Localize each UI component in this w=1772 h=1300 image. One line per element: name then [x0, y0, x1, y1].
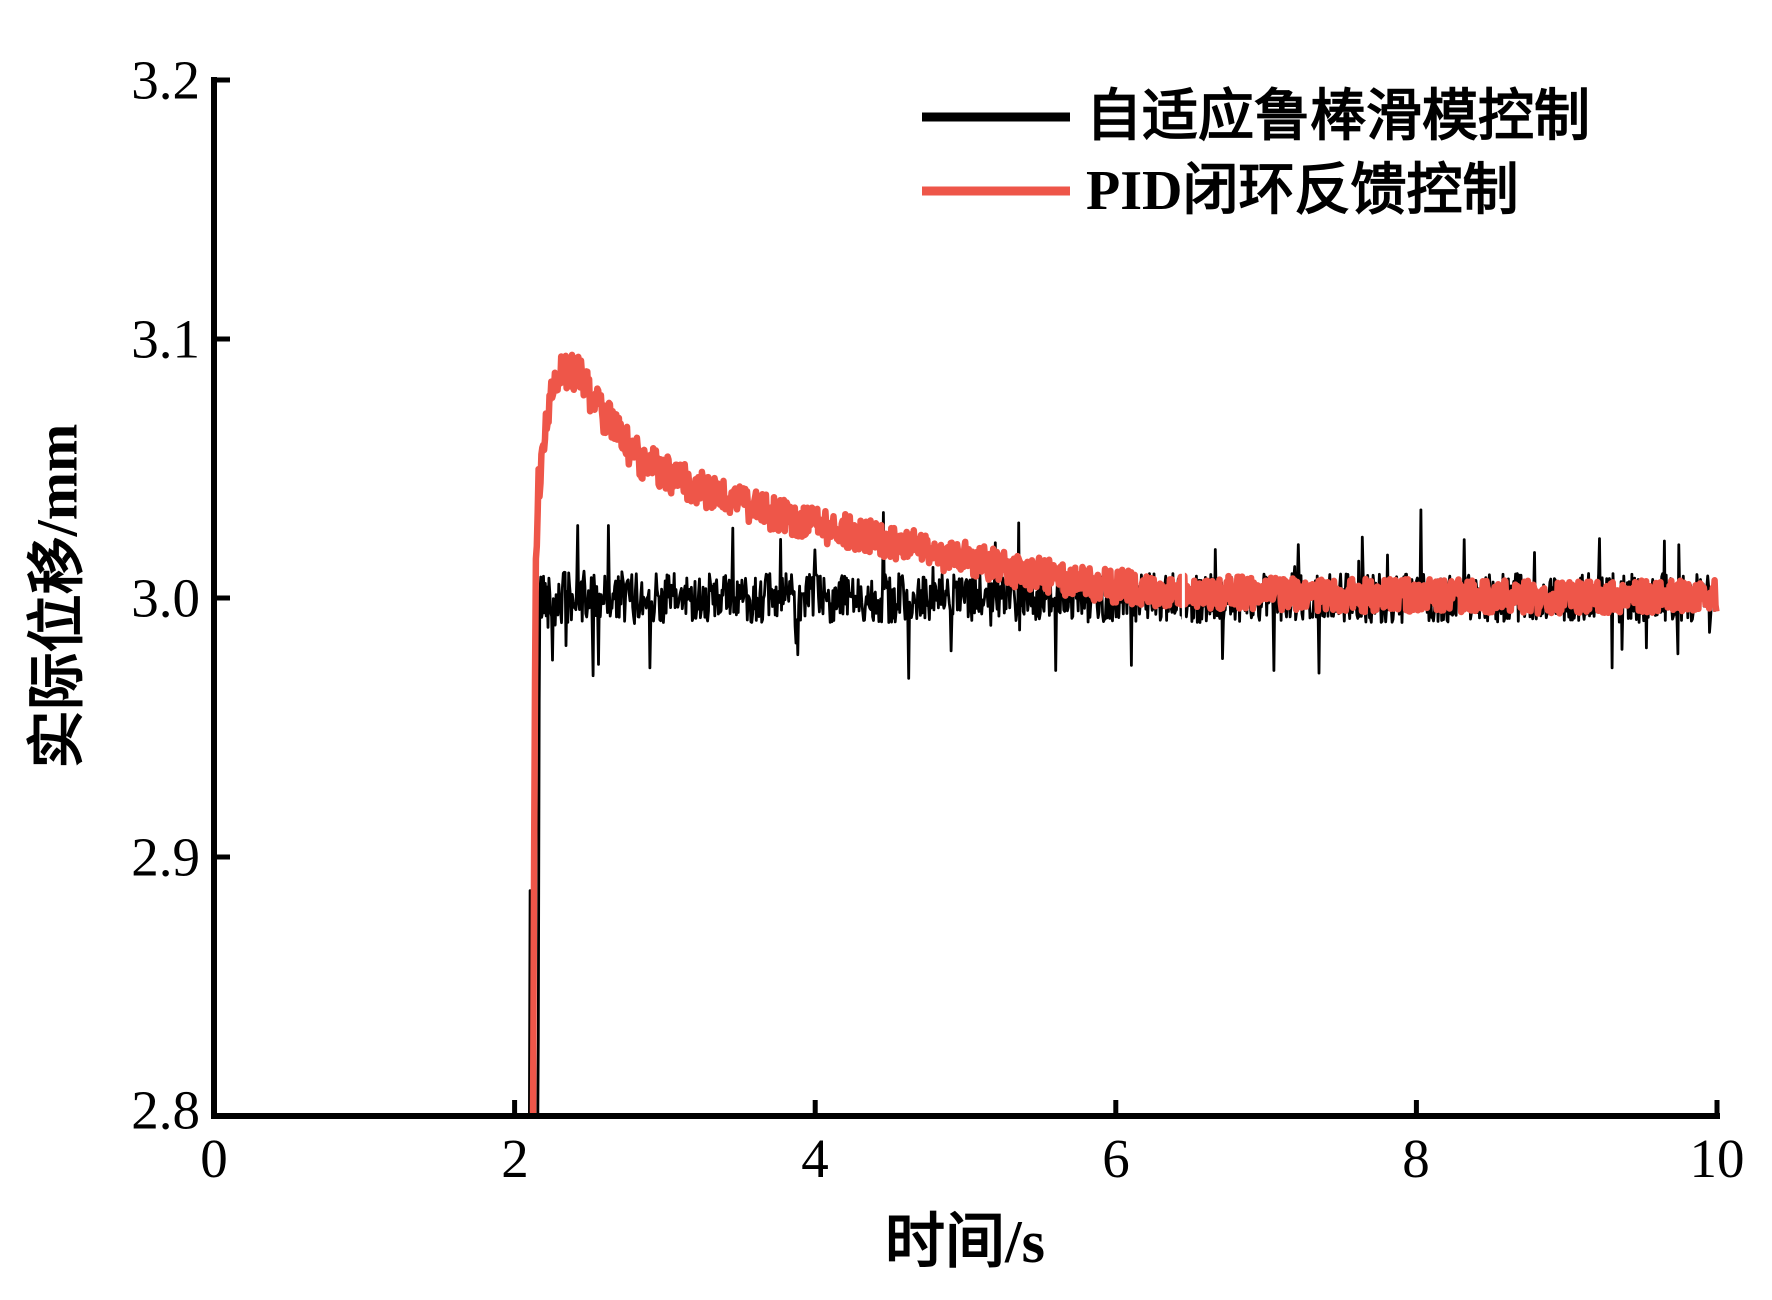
x-tick-label: 0 — [200, 1128, 228, 1189]
y-tick-label: 3.0 — [131, 568, 200, 629]
x-tick-label: 8 — [1402, 1128, 1430, 1189]
y-tick-label: 3.1 — [131, 309, 200, 370]
y-axis-title: 实际位移/mm — [25, 424, 90, 769]
artifact-layer — [1181, 551, 1185, 637]
y-tick-label: 2.8 — [131, 1080, 200, 1141]
legend-label-smc: 自适应鲁棒滑模控制 — [1086, 86, 1590, 148]
x-tick-label: 4 — [801, 1128, 829, 1189]
x-tick-label: 2 — [501, 1128, 529, 1189]
y-tick-label: 3.2 — [131, 50, 200, 111]
legend-label-pid: PID闭环反馈控制 — [1086, 160, 1518, 222]
axis-layer — [211, 77, 1720, 1119]
x-axis-title: 时间/s — [885, 1209, 1045, 1275]
legend: 自适应鲁棒滑模控制 PID闭环反馈控制 — [922, 86, 1590, 222]
x-tick-label: 6 — [1102, 1128, 1130, 1189]
series-layer — [528, 351, 1720, 1116]
y-tick-label: 2.9 — [131, 827, 200, 888]
series-pid — [529, 351, 1720, 1116]
data-gap-artifact — [1181, 551, 1185, 637]
x-tick-label: 10 — [1690, 1128, 1745, 1189]
